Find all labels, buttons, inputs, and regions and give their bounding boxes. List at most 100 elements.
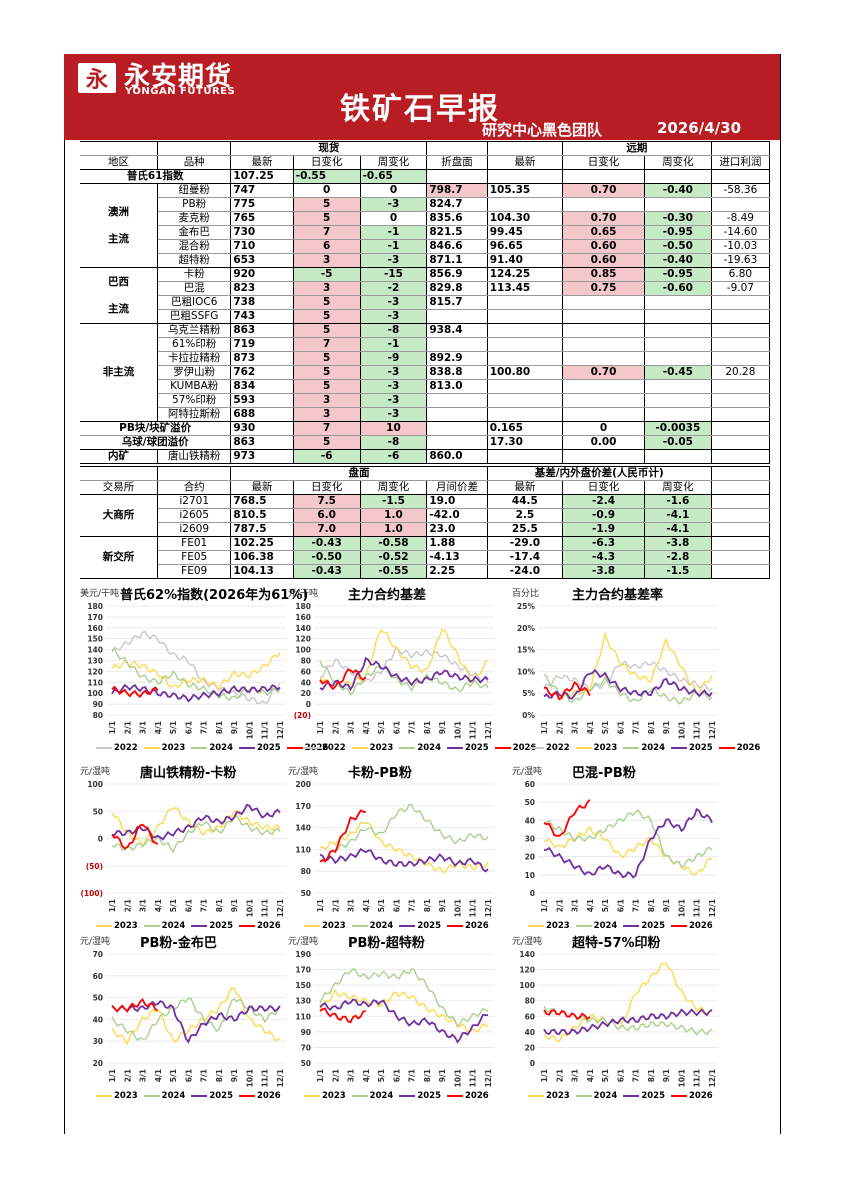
legend-label: 2024 xyxy=(417,743,442,753)
page-frame xyxy=(64,54,781,1134)
chart-legend: 2023 2024 2025 2026 xyxy=(528,1091,713,1101)
x-tick-label: 5/1 xyxy=(169,899,178,912)
x-tick-label: 1/1 xyxy=(316,899,325,912)
legend-item: 2022 xyxy=(528,743,570,753)
legend-swatch xyxy=(528,1094,544,1097)
forward-latest xyxy=(487,323,564,338)
forward-latest xyxy=(487,197,564,212)
contract-code: i2605 xyxy=(157,508,232,523)
forward-day-change xyxy=(562,197,645,212)
x-tick-label: 12/1 xyxy=(276,899,285,917)
forward-latest xyxy=(487,393,564,408)
disk-price xyxy=(426,407,488,422)
y-tick-label: 170 xyxy=(295,802,311,811)
basis-latest: 25.5 xyxy=(487,522,564,537)
legend-label: 2024 xyxy=(209,743,234,753)
legend-item: 2023 xyxy=(575,743,617,753)
import-profit xyxy=(711,295,771,310)
import-profit: -19.63 xyxy=(711,253,771,268)
legend-label: 2025 xyxy=(641,1091,666,1101)
month-spread: 2.25 xyxy=(426,564,488,579)
y-tick-label: 160 xyxy=(87,624,103,633)
spot-day-change: 5 xyxy=(293,211,361,226)
premium-row: 乌球/球团溢价 863 5 -8 17.30 0.00 -0.05 xyxy=(80,435,771,450)
table-cell xyxy=(711,421,771,436)
report-title: 铁矿石早报 xyxy=(340,92,500,127)
import-profit: -58.36 xyxy=(711,183,771,198)
y-tick-label: 50 xyxy=(525,798,535,807)
month-spread: 23.0 xyxy=(426,522,488,537)
legend-swatch xyxy=(96,924,112,927)
forward-week-change: -0.40 xyxy=(644,253,712,268)
table-cell xyxy=(711,141,771,156)
forward-day-change: 0.85 xyxy=(562,267,645,282)
spot-latest: 823 xyxy=(230,281,294,296)
legend-label: 2023 xyxy=(114,1091,138,1101)
x-tick-label: 9/1 xyxy=(662,1069,671,1082)
forward-latest: 99.45 xyxy=(487,225,564,240)
spot-group-label: 现货 xyxy=(230,141,428,156)
spot-day-change: 5 xyxy=(293,379,361,394)
x-tick-label: 5/1 xyxy=(377,1069,386,1082)
x-tick-label: 9/1 xyxy=(438,899,447,912)
futures-week: 1.0 xyxy=(360,508,428,523)
futures-table: 盘面 基差/内外盘价差(人民币计) 交易所 合约 最新 日变化 周变化 月间价差 最新 日变化 周变… xyxy=(80,466,771,579)
legend-swatch xyxy=(143,924,160,927)
forward-latest xyxy=(487,407,564,422)
series-line-2024 xyxy=(319,660,489,697)
table-cell xyxy=(426,421,488,436)
x-tick-label: 10/1 xyxy=(245,899,254,917)
legend-item: 2024 xyxy=(575,921,617,931)
spot-week-change: -6 xyxy=(360,449,428,464)
spot-row: 澳洲 主流 纽曼粉 747 0 0 798.7 105.35 0.70 -0.40 -58.36 xyxy=(80,183,771,268)
y-tick-label: 140 xyxy=(87,646,103,655)
y-tick-label: 60 xyxy=(301,667,311,676)
legend-item: 2025 xyxy=(623,921,665,931)
legend-item: 2024 xyxy=(191,743,233,753)
legend-item: 2026 xyxy=(447,921,489,931)
series-line-2025 xyxy=(319,656,489,692)
x-tick-label: 2/1 xyxy=(555,1069,564,1082)
x-tick-label: 9/1 xyxy=(662,721,671,734)
legend-item: 2023 xyxy=(96,921,138,931)
chart-title: 主力合约基差 xyxy=(348,588,427,603)
table-cell xyxy=(711,508,771,523)
legend-label: 2026 xyxy=(257,921,281,931)
series-line-2026 xyxy=(111,685,159,698)
y-tick-label: 40 xyxy=(525,1028,535,1037)
spot-row: PB粉 775 5 -3 824.7 xyxy=(80,197,771,212)
basis-week: -1.6 xyxy=(644,494,712,509)
y-tick-label: 50 xyxy=(301,889,311,898)
spot-day-change: 0 xyxy=(293,183,361,198)
futures-latest: 810.5 xyxy=(230,508,294,523)
forward-latest: 104.30 xyxy=(487,211,564,226)
spot-week-change: 0 xyxy=(360,183,428,198)
y-tick-label: 70 xyxy=(301,1043,311,1052)
legend-item: 2026 xyxy=(718,743,760,753)
futures-latest: 104.13 xyxy=(230,564,294,579)
y-tick-label: 40 xyxy=(93,1015,103,1024)
column-header: 交易所 xyxy=(80,480,159,495)
contract-code: i2701 xyxy=(157,494,232,509)
chart-legend: 2023 2024 2025 2026 xyxy=(96,921,281,931)
legend-label: 2025 xyxy=(417,921,442,931)
futures-day: 6.0 xyxy=(293,508,361,523)
y-tick-label: 140 xyxy=(295,624,311,633)
legend-swatch xyxy=(351,924,368,927)
x-tick-label: 5/1 xyxy=(377,721,386,734)
spot-week-change: -3 xyxy=(360,393,428,408)
x-tick-label: 11/1 xyxy=(693,899,702,917)
forward-day-change xyxy=(562,295,645,310)
column-header: 最新 xyxy=(487,155,564,170)
y-tick-label: (100) xyxy=(80,889,103,898)
futures-latest: 106.38 xyxy=(230,550,294,565)
y-tick-label: 90 xyxy=(93,700,103,709)
series-line-2023 xyxy=(319,989,489,1034)
spot-week-change: -15 xyxy=(360,267,428,282)
legend-item: 2025 xyxy=(191,921,233,931)
futures-latest: 768.5 xyxy=(230,494,294,509)
y-tick-label: 0 xyxy=(98,835,103,844)
y-tick-label: (20) xyxy=(294,711,311,720)
y-tick-label: 140 xyxy=(519,950,535,959)
chart-legend: 2023 2024 2025 2026 xyxy=(528,921,713,931)
